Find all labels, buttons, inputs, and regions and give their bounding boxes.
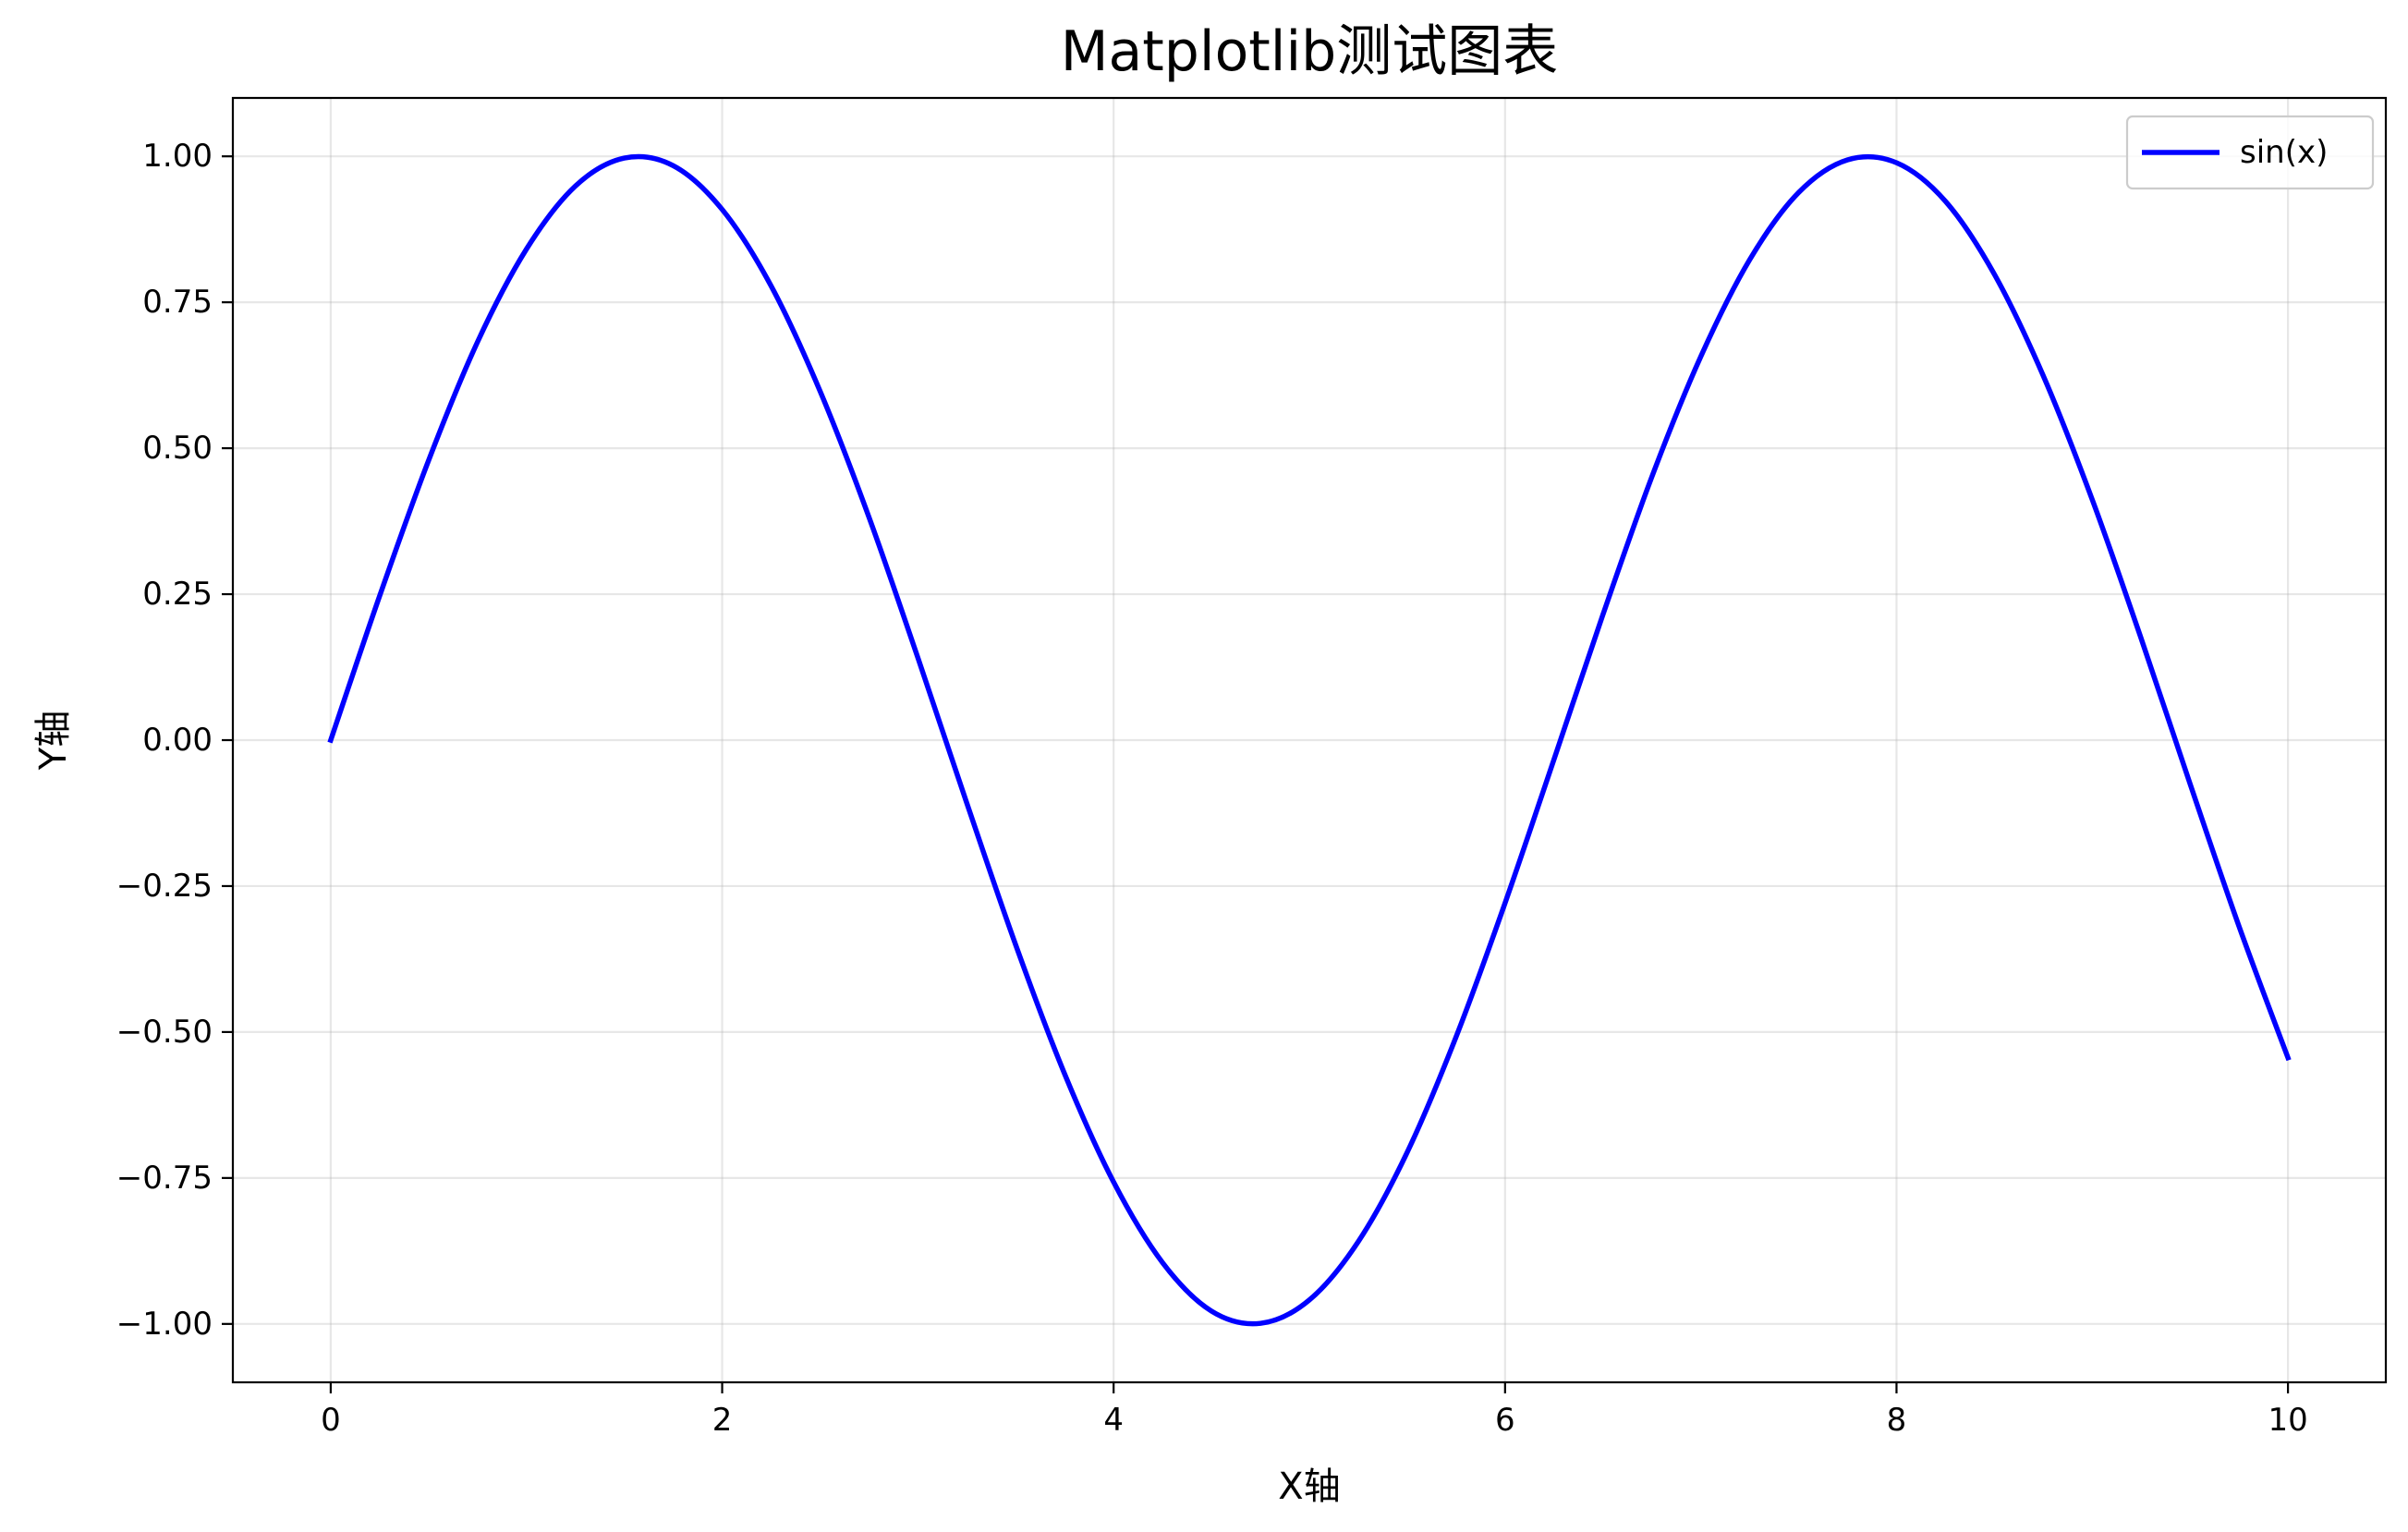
legend: sin(x) <box>2125 115 2375 190</box>
x-tick-label: 4 <box>1103 1402 1124 1439</box>
y-tick-label: 0.25 <box>142 576 213 613</box>
y-tick-label: −0.25 <box>116 868 213 905</box>
y-tick-label: 0.50 <box>142 430 213 467</box>
y-tick-label: 1.00 <box>142 138 213 175</box>
x-axis-label: X轴 <box>1278 1465 1340 1508</box>
y-tick-label: −1.00 <box>116 1306 213 1343</box>
y-tick-label: 0.75 <box>142 284 213 321</box>
chart-title: Matplotlib测试图表 <box>1061 19 1558 84</box>
x-tick-label: 0 <box>321 1402 341 1439</box>
y-tick-label: −0.75 <box>116 1160 213 1197</box>
x-tick-label: 8 <box>1887 1402 1907 1439</box>
axis-ticks: 0 2 4 6 8 10 1.00 0.75 0.50 0.25 0.00 −0.25 −0.50 −0.… <box>116 138 2308 1439</box>
x-tick-label: 6 <box>1495 1402 1515 1439</box>
y-axis-label: Y轴 <box>32 711 75 771</box>
legend-box <box>2125 115 2375 190</box>
legend-label: sin(x) <box>2240 134 2328 171</box>
x-tick-label: 2 <box>712 1402 733 1439</box>
y-tick-label: −0.50 <box>116 1014 213 1051</box>
x-tick-label: 10 <box>2268 1402 2307 1439</box>
series-line-sin <box>327 153 2292 1327</box>
y-tick-label: 0.00 <box>142 722 213 759</box>
grid-lines <box>233 98 2386 1382</box>
